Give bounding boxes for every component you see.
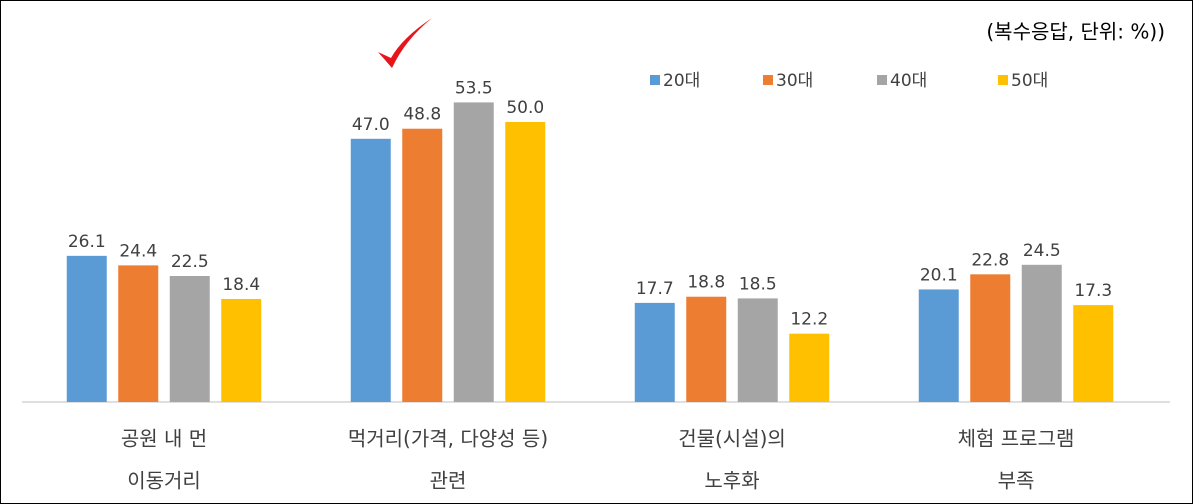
bar xyxy=(118,265,159,402)
bar xyxy=(221,298,262,402)
bar xyxy=(634,302,675,402)
value-label: 22.8 xyxy=(971,250,1009,270)
value-label: 24.4 xyxy=(119,241,157,261)
bar xyxy=(66,255,107,402)
x-tick-label: 체험 프로그램 xyxy=(958,427,1075,451)
value-label: 12.2 xyxy=(790,310,828,330)
bar xyxy=(789,333,830,402)
x-tick-label: 관련 xyxy=(430,469,467,493)
value-label: 17.3 xyxy=(1074,281,1112,301)
legend-swatch xyxy=(763,75,773,85)
legend-swatch xyxy=(877,75,887,85)
value-label: 47.0 xyxy=(352,115,390,135)
legend-label: 50대 xyxy=(1011,71,1048,91)
bar xyxy=(402,128,443,402)
value-label: 22.5 xyxy=(171,252,209,272)
bar xyxy=(737,298,778,402)
value-label: 26.1 xyxy=(68,232,106,252)
legend-label: 20대 xyxy=(663,71,700,91)
legend-label: 40대 xyxy=(890,71,927,91)
x-tick-label: 이동거리 xyxy=(127,469,201,493)
x-tick-label: 노후화 xyxy=(704,469,759,493)
value-label: 18.5 xyxy=(739,274,777,294)
bar xyxy=(453,102,494,403)
bar xyxy=(350,138,391,403)
x-tick-label: 건물(시설)의 xyxy=(678,427,786,451)
bar xyxy=(918,289,959,402)
bar xyxy=(686,296,727,402)
x-tick-label: 먹거리(가격, 다양성 등) xyxy=(348,427,548,451)
value-label: 18.8 xyxy=(687,273,725,293)
value-label: 24.5 xyxy=(1023,241,1061,261)
bar xyxy=(505,122,546,402)
value-label: 50.0 xyxy=(506,98,544,118)
legend-swatch xyxy=(650,75,660,85)
annotation: (복수응답, 단위: %)) xyxy=(986,20,1165,44)
legend-swatch xyxy=(998,75,1008,85)
value-label: 17.7 xyxy=(636,279,674,299)
check-icon xyxy=(378,18,432,68)
bar xyxy=(970,274,1011,402)
bar xyxy=(169,276,210,402)
x-tick-label: 공원 내 먼 xyxy=(121,427,207,451)
value-label: 20.1 xyxy=(920,265,958,285)
bar xyxy=(1021,264,1062,402)
value-label: 53.5 xyxy=(455,78,493,98)
bar xyxy=(1073,305,1114,402)
x-tick-label: 부족 xyxy=(998,469,1035,493)
legend-label: 30대 xyxy=(776,71,813,91)
value-label: 48.8 xyxy=(403,105,441,125)
value-label: 18.4 xyxy=(222,275,260,295)
